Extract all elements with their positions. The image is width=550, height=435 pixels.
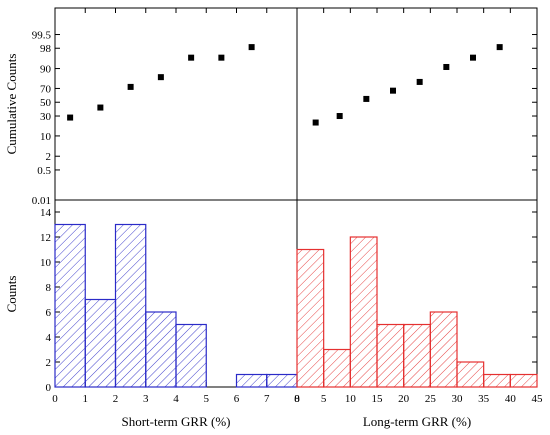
bottom-y-axis-title: Counts: [4, 276, 19, 313]
top-y-tick-label: 0.5: [37, 165, 51, 177]
bottom-y-tick-label: 12: [40, 232, 51, 244]
long-term-cumulative-point: [443, 63, 450, 70]
short-term-bar: [235, 373, 268, 388]
long-term-x-axis-title: Long-term GRR (%): [363, 414, 471, 429]
long-term-bar: [483, 373, 511, 388]
bottom-y-tick-label: 4: [46, 332, 52, 344]
top-y-tick-label: 98: [40, 43, 52, 55]
long-term-x-tick-label: 0: [294, 393, 300, 405]
short-term-x-tick-label: 4: [173, 393, 179, 405]
long-term-x-tick-label: 20: [398, 393, 410, 405]
bottom-y-tick-label: 0: [46, 382, 52, 394]
long-term-cumulative-point: [363, 95, 370, 102]
top-y-tick-label: 2: [46, 151, 52, 163]
long-term-x-tick-label: 45: [532, 393, 544, 405]
top-y-tick-label: 10: [40, 131, 52, 143]
short-term-cumulative-point: [188, 54, 195, 61]
short-term-x-tick-label: 0: [52, 393, 58, 405]
long-term-cumulative-point: [312, 119, 319, 126]
short-term-x-tick-label: 3: [143, 393, 149, 405]
bottom-y-tick-label: 14: [40, 207, 52, 219]
short-term-bar: [145, 311, 177, 388]
top-y-tick-label: 0.01: [32, 195, 51, 207]
long-term-x-tick-label: 10: [345, 393, 357, 405]
short-term-cumulative-point: [127, 83, 134, 90]
long-term-bar: [403, 323, 431, 388]
short-term-cumulative-point: [157, 74, 164, 81]
long-term-bar: [456, 361, 485, 388]
long-term-bar: [323, 348, 351, 388]
short-term-cumulative-point: [97, 104, 104, 111]
bottom-y-tick-label: 8: [46, 282, 52, 294]
long-term-cumulative-point: [336, 113, 343, 120]
short-term-bar: [54, 223, 86, 388]
bottom-y-tick-label: 2: [46, 357, 52, 369]
bottom-y-tick-label: 6: [46, 307, 52, 319]
short-term-x-tick-label: 6: [234, 393, 240, 405]
long-term-bar: [349, 236, 378, 388]
top-y-axis-title: Cumulative Counts: [4, 54, 19, 155]
top-right-panel-frame: [296, 7, 538, 201]
short-term-cumulative-point: [248, 44, 255, 51]
top-left-panel-frame: [54, 7, 298, 201]
point-layer: [67, 44, 503, 126]
top-y-tick-label: 30: [40, 111, 52, 123]
short-term-cumulative-point: [218, 54, 225, 61]
long-term-cumulative-point: [416, 78, 423, 85]
short-term-cumulative-point: [67, 114, 74, 121]
short-term-bar: [114, 223, 147, 388]
long-term-x-tick-label: 5: [321, 393, 327, 405]
bottom-y-tick-label: 10: [40, 257, 52, 269]
long-term-bar: [429, 311, 458, 388]
long-term-cumulative-point: [496, 44, 503, 51]
short-term-x-axis-title: Short-term GRR (%): [121, 414, 230, 429]
top-y-tick-label: 70: [40, 83, 52, 95]
long-term-x-tick-label: 35: [478, 393, 490, 405]
top-y-tick-label: 90: [40, 64, 52, 76]
long-term-x-tick-label: 30: [452, 393, 464, 405]
short-term-bar: [266, 373, 298, 388]
long-term-x-tick-label: 15: [372, 393, 384, 405]
long-term-cumulative-point: [470, 54, 476, 61]
short-term-bar: [84, 298, 117, 388]
short-term-x-tick-label: 2: [113, 393, 119, 405]
long-term-bar: [509, 373, 538, 388]
long-term-bar: [296, 248, 325, 388]
top-y-tick-label: 99.5: [32, 30, 52, 42]
long-term-x-tick-label: 40: [505, 393, 517, 405]
long-term-bar: [376, 323, 405, 388]
short-term-x-tick-label: 8: [294, 393, 300, 405]
long-term-cumulative-point: [390, 87, 396, 94]
short-term-x-tick-label: 5: [204, 393, 210, 405]
long-term-x-tick-label: 25: [425, 393, 437, 405]
short-term-bar: [175, 323, 207, 388]
short-term-x-tick-label: 7: [264, 393, 270, 405]
top-y-tick-label: 50: [40, 97, 52, 109]
bar-layer: [54, 223, 538, 388]
short-term-x-tick-label: 1: [83, 393, 89, 405]
